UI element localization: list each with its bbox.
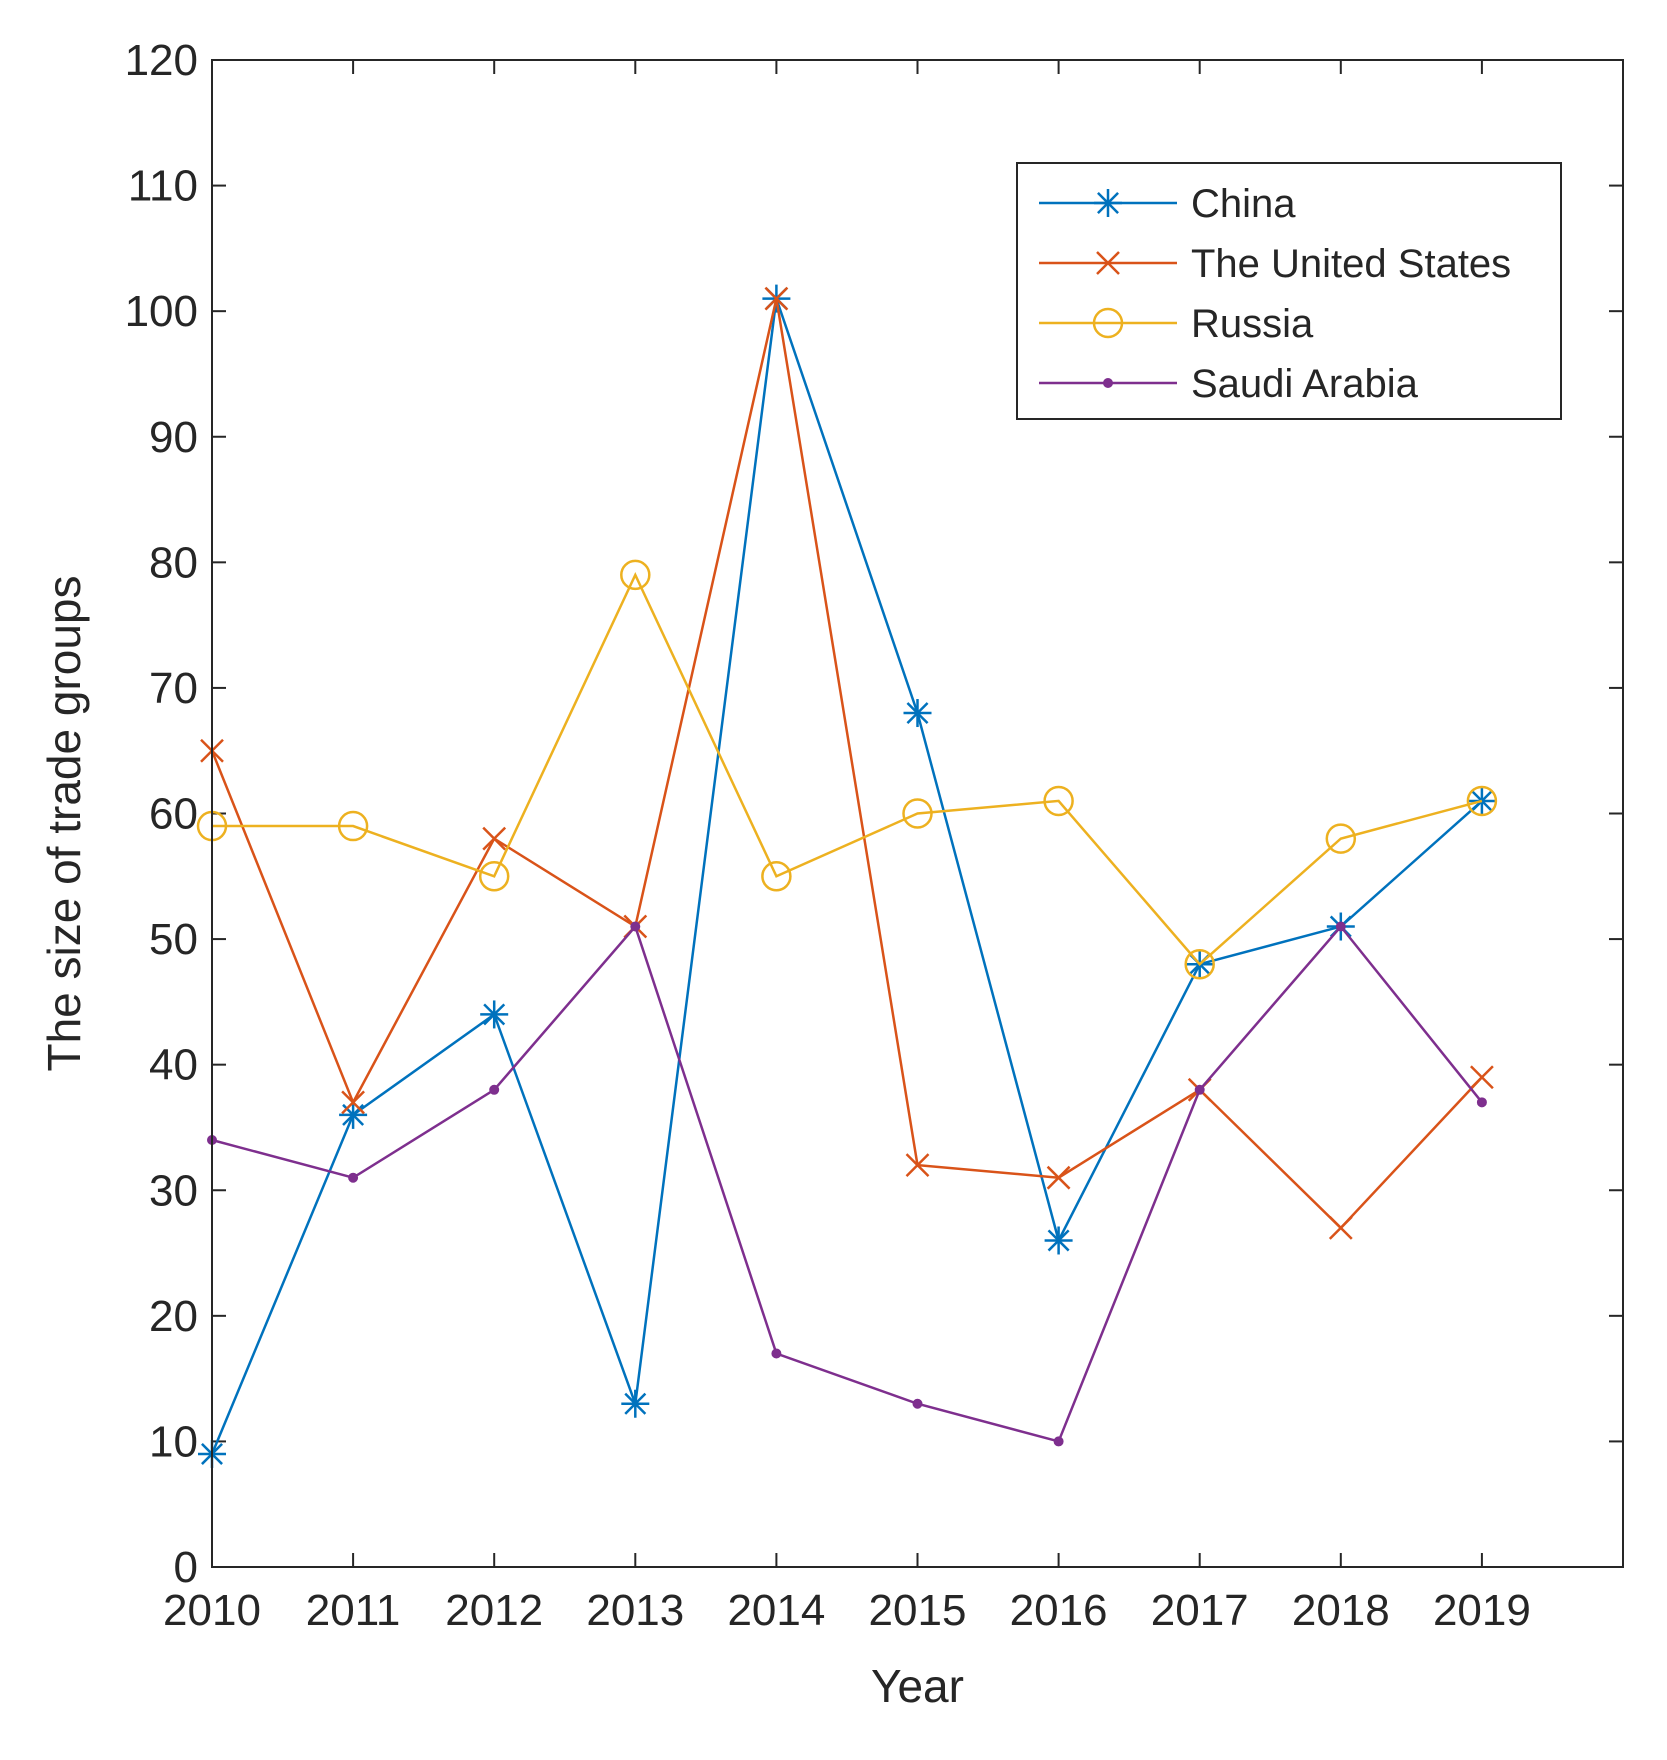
y-tick-label: 100	[125, 287, 198, 336]
data-point-saudi-arabia	[771, 1348, 782, 1359]
data-point-saudi-arabia	[630, 921, 641, 932]
data-point-saudi-arabia	[1476, 1097, 1487, 1108]
x-tick-label: 2010	[163, 1586, 261, 1635]
x-tick-label: 2014	[727, 1586, 825, 1635]
data-point-the-united-states	[341, 1090, 365, 1115]
x-tick-label: 2016	[1010, 1586, 1108, 1635]
legend-label: China	[1191, 182, 1296, 226]
series-line-china	[210, 298, 1483, 1455]
series-line-russia	[212, 571, 1483, 966]
data-point-saudi-arabia	[912, 1398, 923, 1409]
legend-items: China The United States Russia Saudi Arabia	[1039, 182, 1511, 406]
y-tick-label: 110	[128, 162, 198, 211]
legend-item-the-united-states: The United States	[1039, 242, 1511, 286]
legend-marker	[1094, 189, 1122, 217]
y-axis-title: The size of trade groups	[38, 575, 90, 1071]
data-point-the-united-states	[1470, 1065, 1494, 1090]
series-saudi-arabia	[207, 921, 1487, 1447]
series-line-the-united-states	[210, 298, 1483, 1230]
data-point-russia	[1043, 785, 1074, 817]
data-point-russia	[337, 810, 369, 842]
legend: China The United States Russia Saudi Arabia	[1016, 162, 1562, 420]
data-point-the-united-states	[905, 1153, 930, 1178]
data-point-the-united-states	[764, 286, 789, 311]
data-point-the-united-states	[1328, 1216, 1353, 1240]
y-tick-label: 90	[149, 413, 198, 462]
data-point-china	[621, 1389, 650, 1418]
data-point-china	[480, 1000, 509, 1029]
y-tick-label: 70	[149, 664, 198, 713]
data-point-saudi-arabia	[348, 1172, 359, 1183]
plot-area-frame	[211, 59, 1624, 1568]
x-tick-label: 2012	[445, 1586, 543, 1635]
x-axis-title: Year	[871, 1660, 964, 1712]
data-point-china	[1044, 1226, 1073, 1255]
y-axis-ticks: 0 10 20 30 40 50 60 70 80 90 100 110 120	[125, 36, 1623, 1592]
y-tick-label: 80	[149, 538, 198, 587]
x-axis-ticks: 2010 2011 2012 2013 2014 2015 2016 2017 2018 2019	[163, 60, 1531, 1635]
data-point-saudi-arabia	[1053, 1436, 1064, 1447]
legend-item-saudi-arabia: Saudi Arabia	[1039, 362, 1419, 406]
data-point-russia	[761, 861, 792, 892]
data-point-china	[903, 699, 932, 728]
y-tick-label: 50	[149, 915, 198, 964]
y-tick-label: 60	[149, 790, 198, 839]
x-tick-label: 2015	[869, 1586, 967, 1635]
data-point-saudi-arabia	[489, 1084, 500, 1095]
data-point-saudi-arabia	[1335, 921, 1346, 932]
data-point-russia	[1184, 948, 1215, 980]
x-tick-label: 2019	[1433, 1586, 1531, 1635]
data-point-russia	[1466, 785, 1498, 817]
data-point-the-united-states	[482, 826, 507, 851]
x-tick-label: 2017	[1151, 1586, 1249, 1635]
legend-label: The United States	[1191, 242, 1511, 286]
series-group	[196, 284, 1498, 1468]
y-tick-label: 120	[125, 36, 198, 85]
x-tick-label: 2011	[306, 1586, 401, 1635]
legend-item-china: China	[1039, 182, 1296, 226]
y-tick-label: 20	[149, 1292, 198, 1341]
series-line-saudi-arabia	[211, 924, 1483, 1443]
y-tick-label: 40	[149, 1041, 198, 1090]
data-point-china	[339, 1100, 368, 1129]
data-point-russia	[1325, 823, 1357, 854]
x-tick-label: 2018	[1292, 1586, 1390, 1635]
y-tick-label: 30	[149, 1166, 198, 1215]
legend-marker	[1092, 307, 1124, 339]
legend-item-russia: Russia	[1039, 302, 1314, 346]
data-point-russia	[902, 798, 933, 829]
legend-label: Russia	[1191, 302, 1314, 346]
legend-marker	[1103, 378, 1113, 388]
data-point-russia	[478, 861, 510, 892]
x-tick-label: 2013	[586, 1586, 684, 1635]
data-point-saudi-arabia	[1194, 1084, 1205, 1095]
legend-marker	[1096, 251, 1120, 275]
legend-label: Saudi Arabia	[1191, 362, 1419, 406]
y-tick-label: 10	[149, 1417, 198, 1466]
data-point-russia	[620, 559, 651, 591]
y-tick-label: 0	[174, 1543, 198, 1592]
data-point-the-united-states	[1046, 1165, 1071, 1190]
